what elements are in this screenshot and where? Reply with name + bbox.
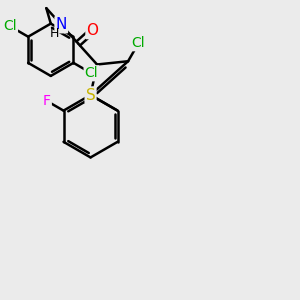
Text: S: S <box>86 88 95 103</box>
Text: O: O <box>86 23 98 38</box>
Text: N: N <box>56 17 67 32</box>
Text: Cl: Cl <box>3 19 17 33</box>
Text: H: H <box>50 27 59 40</box>
Text: F: F <box>43 94 51 108</box>
Text: Cl: Cl <box>85 66 98 80</box>
Text: Cl: Cl <box>132 36 145 50</box>
